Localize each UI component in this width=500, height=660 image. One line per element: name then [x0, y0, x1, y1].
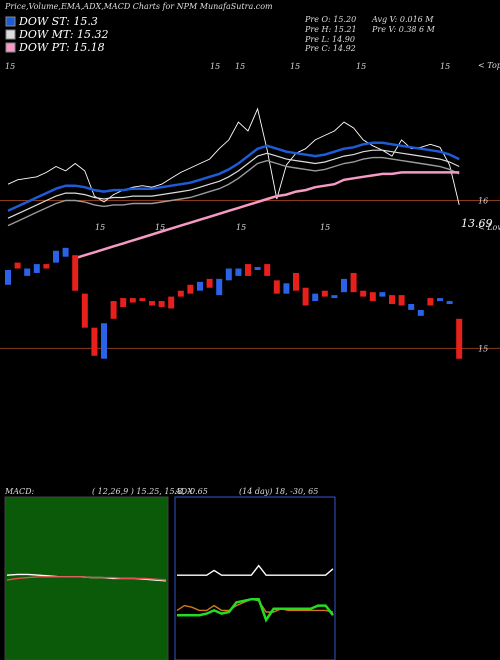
- indicator-line: [7, 149, 460, 219]
- panel-title: ADX: [174, 487, 193, 496]
- candle-body: [158, 301, 165, 307]
- price-info: Pre H: 15.21: [304, 25, 357, 34]
- price-info: Pre L: 14.90: [304, 35, 355, 44]
- candle-body: [43, 264, 50, 269]
- candle-body: [33, 264, 40, 273]
- candle-body: [283, 283, 290, 294]
- y-tick-label: 15: [478, 344, 488, 353]
- indicator-line: [6, 576, 167, 581]
- candle-body: [187, 284, 194, 294]
- indicator-line: [7, 141, 460, 212]
- candle-body: [293, 272, 299, 291]
- level-mark: 15: [290, 62, 300, 71]
- level-mark: 15: [356, 62, 366, 71]
- candle-body: [177, 290, 184, 297]
- adx-panel: [174, 496, 336, 660]
- candle-body: [408, 304, 415, 310]
- candle-body: [427, 298, 434, 306]
- panel-subtitle: ( 12,26,9 ) 15.25, 15.8, -0.65: [92, 487, 208, 496]
- panel-subtitle: (14 day) 18, -30, 65: [239, 487, 318, 496]
- annotation: < Lows: [478, 223, 500, 232]
- candle-body: [206, 278, 213, 288]
- candle-body: [350, 272, 357, 293]
- candle-body: [101, 323, 107, 359]
- candle-body: [110, 301, 117, 319]
- level-mark: 15: [5, 62, 15, 71]
- candle-body: [14, 262, 21, 269]
- candle-body: [379, 292, 386, 297]
- candle-body: [81, 293, 88, 328]
- price-info: Pre V: 0.38 6 M: [371, 25, 436, 34]
- legend-label: DOW ST: 15.3: [18, 15, 98, 28]
- indicator-line: [74, 171, 460, 260]
- candle-body: [437, 298, 443, 302]
- candle-body: [72, 255, 79, 291]
- candle-body: [417, 309, 424, 316]
- candle-body: [398, 295, 405, 306]
- candle-body: [5, 270, 11, 285]
- indicator-line: [7, 107, 460, 206]
- price-info: Avg V: 0.016 M: [371, 15, 434, 24]
- y-tick-label: 16: [478, 196, 488, 205]
- legend-label: DOW PT: 15.18: [18, 41, 105, 54]
- candle-body: [129, 298, 136, 303]
- candle-body: [331, 295, 338, 299]
- candle-body: [168, 296, 175, 309]
- price-info: Pre O: 15.20: [304, 15, 356, 24]
- annotation: < Tops: [478, 61, 500, 70]
- level-mark: 15: [95, 223, 105, 232]
- candle-body: [53, 250, 59, 263]
- candle-body: [149, 301, 155, 306]
- candle-body: [341, 278, 347, 293]
- candle-body: [216, 278, 223, 296]
- level-mark: 15: [210, 62, 220, 71]
- candle-body: [225, 268, 232, 281]
- candle-body: [360, 290, 367, 297]
- candle-body: [302, 287, 309, 306]
- candle-body: [369, 292, 376, 302]
- candle-body: [235, 268, 242, 276]
- legend-swatch: [5, 16, 16, 27]
- candle-body: [273, 280, 280, 294]
- price-info: Pre C: 14.92: [304, 44, 356, 53]
- candle-body: [446, 301, 453, 305]
- panel-title: MACD:: [4, 487, 35, 496]
- legend-label: DOW MT: 15.32: [18, 28, 109, 41]
- level-mark: 15: [155, 223, 165, 232]
- candle-body: [120, 298, 127, 307]
- level-mark: 15: [236, 223, 246, 232]
- candle-body: [321, 290, 328, 297]
- indicator-line: [7, 156, 460, 227]
- annotation: 13.69: [461, 217, 493, 230]
- candle-body: [389, 295, 395, 305]
- level-mark: 15: [235, 62, 245, 71]
- candle-body: [91, 327, 98, 356]
- candle-body: [24, 268, 31, 276]
- legend-swatch: [5, 29, 16, 40]
- candle-body: [254, 267, 261, 270]
- chart-title: Price,Volume,EMA,ADX,MACD Charts for NPM…: [4, 2, 273, 11]
- indicator-line: [177, 597, 334, 623]
- candle-body: [62, 247, 69, 257]
- level-mark: 15: [320, 223, 330, 232]
- indicator-line: [177, 564, 334, 576]
- candle-body: [264, 264, 271, 276]
- candle-body: [312, 293, 319, 302]
- candle-body: [139, 298, 146, 302]
- level-mark: 15: [440, 62, 450, 71]
- candle-body: [456, 318, 463, 359]
- legend-swatch: [5, 42, 16, 53]
- candle-body: [197, 281, 203, 291]
- candle-body: [245, 264, 251, 276]
